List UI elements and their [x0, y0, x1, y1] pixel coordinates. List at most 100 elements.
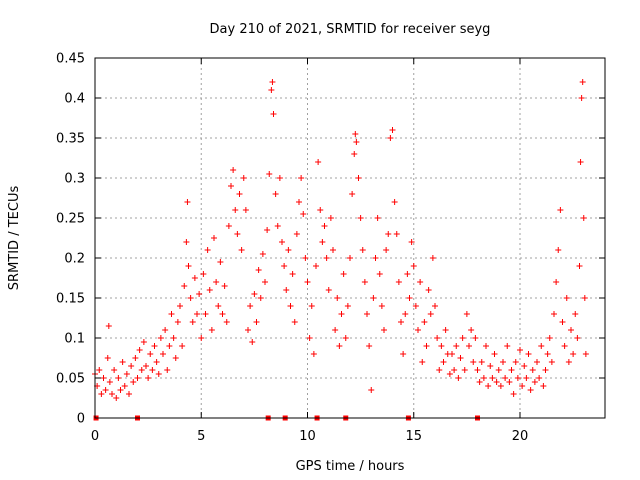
data-point — [517, 347, 523, 353]
data-point — [181, 283, 188, 289]
data-point — [468, 327, 475, 333]
data-point — [519, 383, 526, 389]
data-point — [491, 351, 498, 357]
data-point — [302, 255, 309, 261]
data-point — [508, 367, 515, 373]
data-point — [170, 335, 177, 341]
data-point — [264, 227, 271, 233]
data-point — [495, 367, 502, 373]
data-point — [357, 215, 364, 221]
data-point — [160, 351, 166, 357]
data-point — [300, 211, 307, 217]
data-point — [404, 271, 411, 277]
data-point — [166, 343, 173, 349]
data-point — [130, 379, 137, 385]
data-point — [342, 335, 349, 341]
data-point — [502, 375, 509, 381]
data-point — [310, 351, 317, 357]
data-point — [419, 359, 426, 365]
data-point — [279, 239, 285, 245]
data-point — [485, 383, 492, 389]
data-point — [579, 79, 586, 85]
data-point — [138, 367, 145, 373]
data-point — [472, 335, 479, 341]
data-point — [372, 255, 379, 261]
data-point — [344, 303, 351, 309]
data-point — [262, 279, 268, 285]
data-point — [489, 375, 496, 381]
data-point — [211, 235, 217, 241]
data-point — [427, 311, 434, 317]
data-point — [230, 167, 237, 173]
data-point — [378, 303, 385, 309]
data-point — [113, 395, 120, 401]
data-point — [100, 375, 107, 381]
data-point — [349, 191, 356, 197]
data-point — [183, 239, 190, 245]
data-point — [121, 383, 128, 389]
data-point — [106, 379, 113, 385]
data-point — [334, 295, 341, 301]
data-point — [577, 159, 584, 165]
y-tick-label: 0.4 — [64, 92, 85, 107]
data-point — [162, 327, 169, 333]
data-point — [544, 351, 551, 357]
data-point — [187, 295, 194, 301]
data-point — [512, 359, 519, 365]
data-point — [313, 263, 319, 269]
data-point — [266, 171, 273, 177]
data-point — [429, 255, 436, 261]
data-point — [247, 303, 254, 309]
data-point — [132, 355, 139, 361]
data-point — [225, 223, 232, 229]
data-point — [296, 199, 302, 205]
data-point — [449, 351, 455, 357]
y-tick-label: 0 — [77, 412, 85, 427]
data-point — [370, 295, 377, 301]
data-point — [580, 215, 587, 221]
data-point — [415, 327, 421, 333]
data-point — [374, 215, 381, 221]
data-point — [561, 343, 568, 349]
data-point — [206, 287, 213, 293]
x-tick-label: 5 — [197, 429, 205, 444]
data-point — [493, 379, 500, 385]
data-point — [457, 355, 464, 361]
data-point — [164, 367, 171, 373]
y-tick-label: 0.25 — [56, 212, 85, 227]
data-point — [217, 259, 224, 265]
y-tick-label: 0.1 — [64, 332, 85, 347]
data-point — [402, 311, 409, 317]
data-point — [196, 291, 203, 297]
data-point — [321, 223, 328, 229]
data-point — [555, 247, 562, 253]
data-point — [177, 303, 183, 309]
data-point — [408, 239, 415, 245]
data-point — [128, 363, 135, 369]
data-point — [353, 139, 360, 145]
data-point — [332, 327, 339, 333]
data-point — [417, 279, 424, 285]
data-point — [317, 207, 324, 213]
data-point — [470, 359, 477, 365]
data-point — [306, 335, 313, 341]
data-point — [119, 359, 126, 365]
data-point — [126, 391, 132, 397]
data-point — [242, 207, 249, 213]
grid-lines — [95, 58, 605, 418]
data-point — [308, 303, 315, 309]
data-point — [531, 379, 538, 385]
data-point — [438, 343, 445, 349]
data-point — [525, 351, 532, 357]
data-point — [559, 319, 566, 325]
data-point — [168, 311, 175, 317]
data-point — [315, 159, 322, 165]
data-point — [423, 343, 430, 349]
data-point — [432, 303, 438, 309]
y-tick-label: 0.15 — [56, 292, 85, 307]
data-point — [236, 191, 243, 197]
data-point — [536, 375, 543, 381]
data-point — [381, 327, 387, 333]
data-point — [249, 339, 256, 345]
